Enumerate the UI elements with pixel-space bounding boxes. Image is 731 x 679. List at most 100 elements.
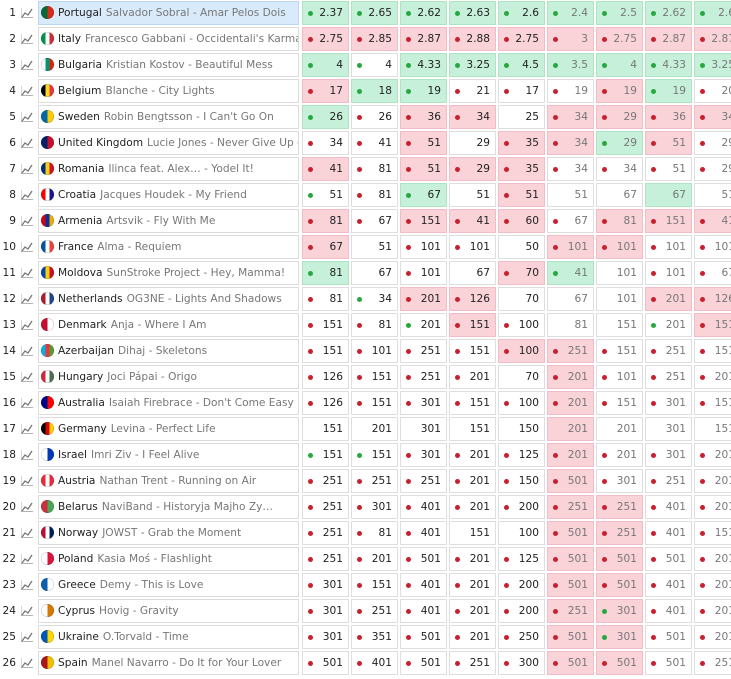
odds-cell[interactable]: 151 bbox=[449, 521, 496, 545]
odds-cell[interactable]: 2.87 bbox=[645, 27, 692, 51]
odds-cell[interactable]: 101 bbox=[351, 339, 398, 363]
odds-cell[interactable]: 151 bbox=[449, 417, 496, 441]
odds-cell[interactable]: 151 bbox=[302, 443, 349, 467]
odds-cell[interactable]: 67 bbox=[547, 209, 594, 233]
odds-cell[interactable]: 2.87 bbox=[400, 27, 447, 51]
odds-cell[interactable]: 201 bbox=[449, 495, 496, 519]
odds-cell[interactable]: 201 bbox=[449, 443, 496, 467]
odds-cell[interactable]: 201 bbox=[694, 365, 731, 389]
odds-cell[interactable]: 126 bbox=[302, 365, 349, 389]
odds-cell[interactable]: 19 bbox=[645, 79, 692, 103]
odds-cell[interactable]: 29 bbox=[596, 131, 643, 155]
odds-cell[interactable]: 51 bbox=[449, 183, 496, 207]
odds-cell[interactable]: 251 bbox=[547, 339, 594, 363]
odds-cell[interactable]: 41 bbox=[547, 261, 594, 285]
odds-cell[interactable]: 151 bbox=[302, 313, 349, 337]
entry-cell[interactable]: Spain Manel Navarro - Do It for Your Love… bbox=[38, 651, 299, 675]
trend-chart-icon[interactable] bbox=[18, 365, 38, 389]
country-name[interactable]: Poland bbox=[58, 553, 94, 565]
odds-cell[interactable]: 29 bbox=[694, 157, 731, 181]
odds-cell[interactable]: 50 bbox=[498, 235, 545, 259]
trend-chart-icon[interactable] bbox=[18, 1, 38, 25]
entry-cell[interactable]: Croatia Jacques Houdek - My Friend bbox=[38, 183, 299, 207]
odds-cell[interactable]: 81 bbox=[351, 157, 398, 181]
country-name[interactable]: Netherlands bbox=[58, 293, 123, 305]
entry-cell[interactable]: France Alma - Requiem bbox=[38, 235, 299, 259]
odds-cell[interactable]: 29 bbox=[449, 131, 496, 155]
odds-cell[interactable]: 126 bbox=[449, 287, 496, 311]
odds-cell[interactable]: 101 bbox=[694, 235, 731, 259]
odds-cell[interactable]: 101 bbox=[596, 261, 643, 285]
country-name[interactable]: Belgium bbox=[58, 85, 102, 97]
trend-chart-icon[interactable] bbox=[18, 339, 38, 363]
trend-chart-icon[interactable] bbox=[18, 235, 38, 259]
odds-cell[interactable]: 101 bbox=[400, 235, 447, 259]
odds-cell[interactable]: 501 bbox=[547, 625, 594, 649]
odds-cell[interactable]: 151 bbox=[596, 391, 643, 415]
trend-chart-icon[interactable] bbox=[18, 599, 38, 623]
country-name[interactable]: Greece bbox=[58, 579, 96, 591]
odds-cell[interactable]: 200 bbox=[498, 495, 545, 519]
odds-cell[interactable]: 29 bbox=[694, 131, 731, 155]
odds-cell[interactable]: 251 bbox=[449, 651, 496, 675]
odds-cell[interactable]: 2.75 bbox=[302, 27, 349, 51]
country-name[interactable]: Norway bbox=[58, 527, 99, 539]
odds-cell[interactable]: 67 bbox=[694, 261, 731, 285]
odds-cell[interactable]: 250 bbox=[498, 625, 545, 649]
odds-cell[interactable]: 2.37 bbox=[302, 1, 349, 25]
odds-cell[interactable]: 201 bbox=[449, 573, 496, 597]
odds-cell[interactable]: 70 bbox=[498, 365, 545, 389]
odds-cell[interactable]: 4.5 bbox=[498, 53, 545, 77]
entry-cell[interactable]: Norway JOWST - Grab the Moment bbox=[38, 521, 299, 545]
country-name[interactable]: Cyprus bbox=[58, 605, 95, 617]
odds-cell[interactable]: 201 bbox=[645, 313, 692, 337]
odds-cell[interactable]: 100 bbox=[498, 313, 545, 337]
odds-cell[interactable]: 2.63 bbox=[449, 1, 496, 25]
odds-cell[interactable]: 201 bbox=[694, 495, 731, 519]
table-row[interactable]: 4 Belgium Blanche - City Lights 17 18 19 21 17 1… bbox=[0, 78, 731, 104]
odds-cell[interactable]: 67 bbox=[302, 235, 349, 259]
odds-cell[interactable]: 81 bbox=[596, 209, 643, 233]
odds-cell[interactable]: 26 bbox=[351, 105, 398, 129]
table-row[interactable]: 24 Cyprus Hovig - Gravity 301 251 401 201 200 25… bbox=[0, 598, 731, 624]
country-name[interactable]: Israel bbox=[58, 449, 87, 461]
odds-cell[interactable]: 201 bbox=[351, 547, 398, 571]
table-row[interactable]: 5 Sweden Robin Bengtsson - I Can't Go On 26… bbox=[0, 104, 731, 130]
country-name[interactable]: France bbox=[58, 241, 94, 253]
entry-cell[interactable]: Australia Isaiah Firebrace - Don't Come E… bbox=[38, 391, 299, 415]
odds-cell[interactable]: 101 bbox=[400, 261, 447, 285]
odds-cell[interactable]: 41 bbox=[449, 209, 496, 233]
table-row[interactable]: 17 Germany Levina - Perfect Life 151 201 301 1… bbox=[0, 416, 731, 442]
odds-cell[interactable]: 2.5 bbox=[596, 1, 643, 25]
entry-cell[interactable]: Ukraine O.Torvald - Time bbox=[38, 625, 299, 649]
country-name[interactable]: United Kingdom bbox=[58, 137, 144, 149]
odds-cell[interactable]: 351 bbox=[351, 625, 398, 649]
table-row[interactable]: 14 Azerbaijan Dihaj - Skeletons 151 101 251 15… bbox=[0, 338, 731, 364]
table-row[interactable]: 13 Denmark Anja - Where I Am 151 81 201 151 100… bbox=[0, 312, 731, 338]
odds-cell[interactable]: 251 bbox=[547, 495, 594, 519]
trend-chart-icon[interactable] bbox=[18, 105, 38, 129]
odds-cell[interactable]: 51 bbox=[694, 183, 731, 207]
trend-chart-icon[interactable] bbox=[18, 131, 38, 155]
odds-cell[interactable]: 151 bbox=[351, 365, 398, 389]
odds-cell[interactable]: 36 bbox=[400, 105, 447, 129]
odds-cell[interactable]: 125 bbox=[498, 443, 545, 467]
odds-cell[interactable]: 100 bbox=[498, 339, 545, 363]
odds-cell[interactable]: 4 bbox=[302, 53, 349, 77]
odds-cell[interactable]: 501 bbox=[645, 547, 692, 571]
odds-cell[interactable]: 201 bbox=[694, 547, 731, 571]
odds-cell[interactable]: 251 bbox=[351, 469, 398, 493]
odds-cell[interactable]: 201 bbox=[694, 443, 731, 467]
odds-cell[interactable]: 151 bbox=[449, 313, 496, 337]
table-row[interactable]: 25 Ukraine O.Torvald - Time 301 351 501 201 250… bbox=[0, 624, 731, 650]
table-row[interactable]: 6 United Kingdom Lucie Jones - Never Give … bbox=[0, 130, 731, 156]
odds-cell[interactable]: 201 bbox=[596, 443, 643, 467]
odds-cell[interactable]: 401 bbox=[645, 573, 692, 597]
odds-cell[interactable]: 251 bbox=[351, 599, 398, 623]
odds-cell[interactable]: 251 bbox=[596, 495, 643, 519]
odds-cell[interactable]: 2.85 bbox=[351, 27, 398, 51]
odds-cell[interactable]: 2.6 bbox=[694, 1, 731, 25]
odds-cell[interactable]: 201 bbox=[351, 417, 398, 441]
odds-cell[interactable]: 34 bbox=[351, 287, 398, 311]
odds-cell[interactable]: 60 bbox=[498, 209, 545, 233]
